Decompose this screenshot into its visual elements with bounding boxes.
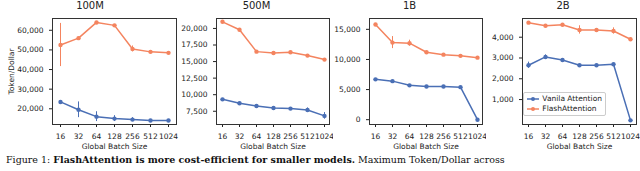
svg-text:64: 64: [92, 132, 102, 141]
svg-text:32: 32: [541, 132, 551, 141]
html-text:FlashAttention: FlashAttention: [542, 104, 597, 113]
svg-text:1024: 1024: [468, 132, 486, 141]
svg-text:0: 0: [356, 115, 361, 124]
svg-text:15,000: 15,000: [181, 57, 207, 66]
svg-text:2,000: 2,000: [492, 74, 514, 83]
svg-text:10,000: 10,000: [334, 55, 360, 64]
svg-text:20,000: 20,000: [181, 24, 207, 33]
svg-text:1024: 1024: [621, 132, 640, 141]
svg-text:30,000: 30,000: [17, 85, 43, 94]
svg-text:10,000: 10,000: [181, 90, 207, 99]
svg-text:16: 16: [56, 132, 66, 141]
svg-text:512: 512: [300, 132, 315, 141]
svg-text:4,000: 4,000: [492, 33, 514, 42]
svg-text:12,500: 12,500: [181, 74, 207, 83]
svg-text:15,000: 15,000: [334, 25, 360, 34]
svg-text:5,000: 5,000: [339, 85, 361, 94]
svg-text:512: 512: [143, 132, 158, 141]
svg-text:1024: 1024: [315, 132, 333, 141]
svg-text:Token/Dollar: Token/Dollar: [7, 48, 16, 96]
svg-text:512: 512: [453, 132, 468, 141]
svg-text:128: 128: [572, 132, 587, 141]
svg-text:40,000: 40,000: [17, 65, 43, 74]
svg-text:128: 128: [419, 132, 434, 141]
html-text:2B: 2B: [556, 0, 570, 11]
svg-text:16: 16: [218, 132, 228, 141]
svg-text:128: 128: [107, 132, 122, 141]
svg-text:16: 16: [524, 132, 534, 141]
html-text:100M: 100M: [76, 0, 104, 11]
svg-text:20,000: 20,000: [17, 104, 43, 113]
html-text:1B: 1B: [402, 0, 417, 11]
svg-text:256: 256: [436, 132, 451, 141]
html-text:Vanila Attention: Vanila Attention: [542, 94, 602, 103]
svg-text:512: 512: [606, 132, 621, 141]
svg-text:32: 32: [388, 132, 398, 141]
svg-text:17,500: 17,500: [181, 40, 207, 49]
svg-text:64: 64: [558, 132, 568, 141]
svg-text:16: 16: [371, 132, 381, 141]
svg-text:32: 32: [74, 132, 84, 141]
html-text:Figure 1: FlashAttention is mo: Figure 1: FlashAttention is more cost-ef…: [6, 154, 505, 165]
svg-text:32: 32: [235, 132, 245, 141]
svg-text:Global Batch Size: Global Batch Size: [393, 142, 459, 151]
svg-text:60,000: 60,000: [17, 26, 43, 35]
svg-text:3,000: 3,000: [492, 53, 514, 62]
html-text:500M: 500M: [242, 0, 271, 11]
svg-text:Global Batch Size: Global Batch Size: [547, 142, 613, 151]
svg-text:Global Batch Size: Global Batch Size: [82, 142, 148, 151]
svg-text:50,000: 50,000: [17, 45, 43, 54]
svg-text:1,000: 1,000: [492, 95, 514, 104]
svg-text:64: 64: [252, 132, 262, 141]
svg-text:64: 64: [405, 132, 415, 141]
svg-text:256: 256: [283, 132, 298, 141]
svg-text:128: 128: [266, 132, 281, 141]
svg-text:1024: 1024: [159, 132, 178, 141]
svg-text:7,500: 7,500: [186, 107, 208, 116]
svg-text:256: 256: [125, 132, 140, 141]
svg-text:256: 256: [589, 132, 604, 141]
svg-text:Global Batch Size: Global Batch Size: [240, 142, 306, 151]
